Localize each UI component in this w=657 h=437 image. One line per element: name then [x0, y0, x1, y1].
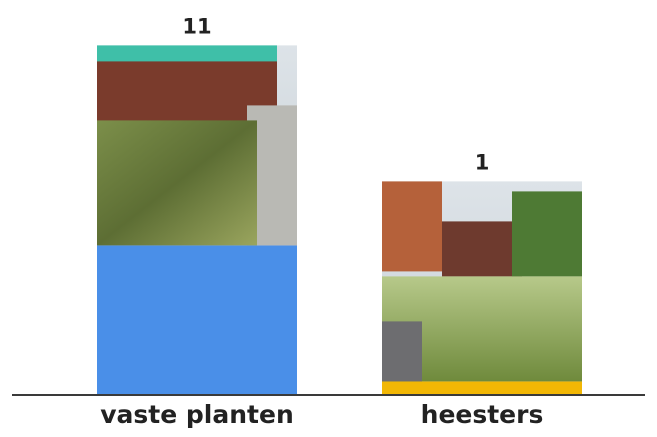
plot-area: 11 vaste planten 1 heesters: [97, 14, 582, 429]
image-tree: [512, 191, 582, 277]
bar-image: [382, 181, 582, 382]
image-house: [442, 221, 522, 277]
image-plants: [97, 120, 257, 246]
image-scaffold: [97, 45, 277, 62]
value-label: 11: [182, 14, 211, 38]
bar: [97, 245, 297, 395]
x-tick-label: heesters: [421, 400, 544, 429]
image-path: [382, 321, 422, 382]
value-label: 1: [475, 150, 490, 174]
image-trees: [382, 181, 442, 272]
bar: [382, 381, 582, 395]
x-tick-label: vaste planten: [100, 400, 294, 429]
bar-image: [97, 45, 297, 246]
